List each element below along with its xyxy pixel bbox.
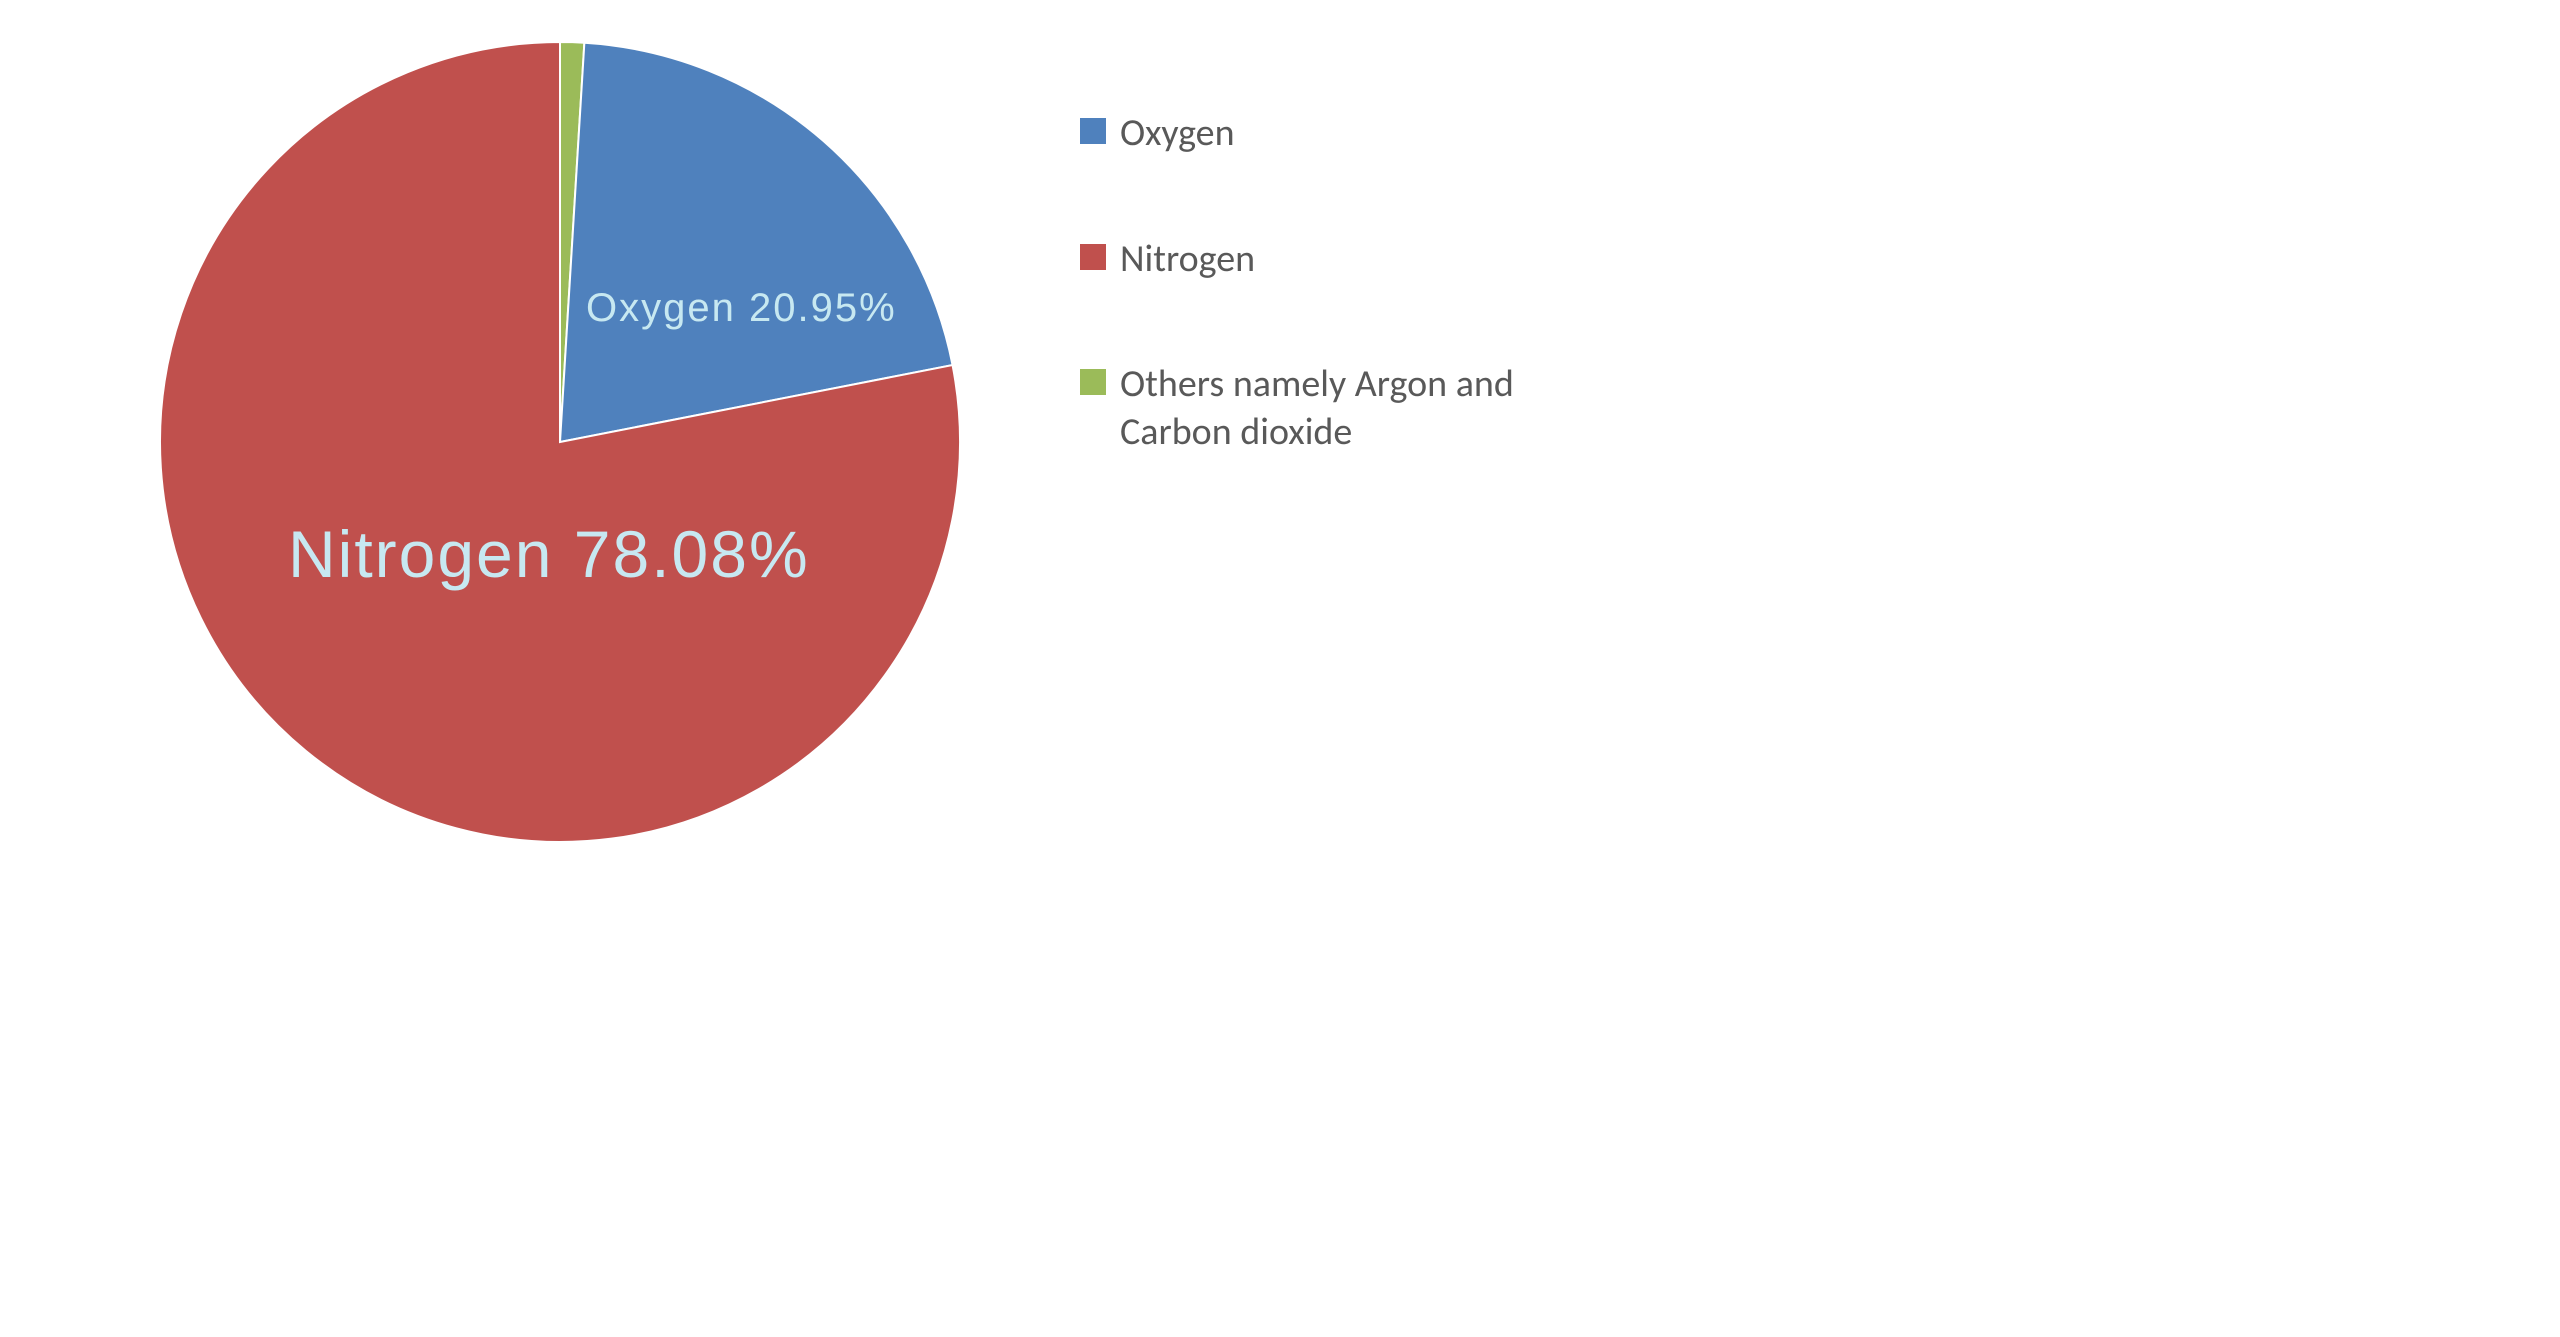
legend-swatch-nitrogen [1080, 244, 1106, 270]
pie-chart: Oxygen 20.95% Nitrogen 78.08% [160, 42, 960, 842]
legend-label-others: Others namely Argon and Carbon dioxide [1120, 361, 1540, 456]
slice-label-oxygen: Oxygen 20.95% [586, 286, 897, 331]
legend-item-others: Others namely Argon and Carbon dioxide [1080, 361, 1540, 456]
legend-item-oxygen: Oxygen [1080, 110, 1540, 158]
legend-swatch-oxygen [1080, 118, 1106, 144]
legend-item-nitrogen: Nitrogen [1080, 236, 1540, 284]
legend-label-nitrogen: Nitrogen [1120, 236, 1255, 284]
slice-label-nitrogen: Nitrogen 78.08% [288, 516, 810, 592]
legend-label-oxygen: Oxygen [1120, 110, 1235, 158]
legend-swatch-others [1080, 369, 1106, 395]
legend: Oxygen Nitrogen Others namely Argon and … [1080, 110, 1540, 534]
pie-svg [160, 42, 960, 842]
